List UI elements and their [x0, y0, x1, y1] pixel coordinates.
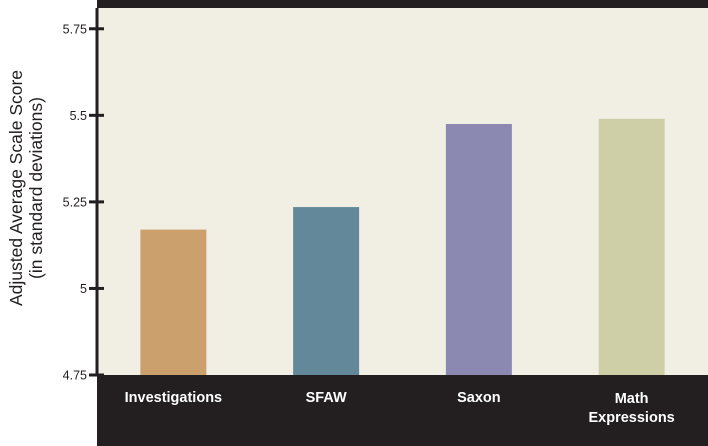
y-tick-label: 4.75	[63, 369, 87, 383]
x-tick-label: Saxon	[457, 390, 501, 406]
y-axis-sublabel: (in standard deviations)	[26, 97, 46, 279]
frame-bottom-band	[97, 375, 708, 446]
bar	[140, 229, 207, 375]
y-tick-label: 5.25	[63, 195, 87, 209]
x-tick-label: Math Expressions	[589, 391, 675, 426]
x-tick-label: SFAW	[306, 390, 347, 406]
y-axis-label: Adjusted Average Scale Score	[6, 70, 26, 306]
bar	[445, 123, 512, 376]
y-ticks: 4.75 5 5.25 5.5 5.75	[63, 22, 104, 383]
category-labels: Investigations SFAW Saxon Math Expressions	[125, 390, 675, 426]
y-tick-label: 5.75	[63, 22, 87, 36]
frame-top-band	[97, 0, 708, 8]
bar	[598, 118, 665, 375]
bars	[140, 118, 665, 376]
y-tick-label: 5.5	[70, 109, 87, 123]
x-tick-label: Investigations	[125, 390, 223, 406]
bar	[293, 207, 360, 375]
y-tick-label: 5	[80, 282, 87, 296]
